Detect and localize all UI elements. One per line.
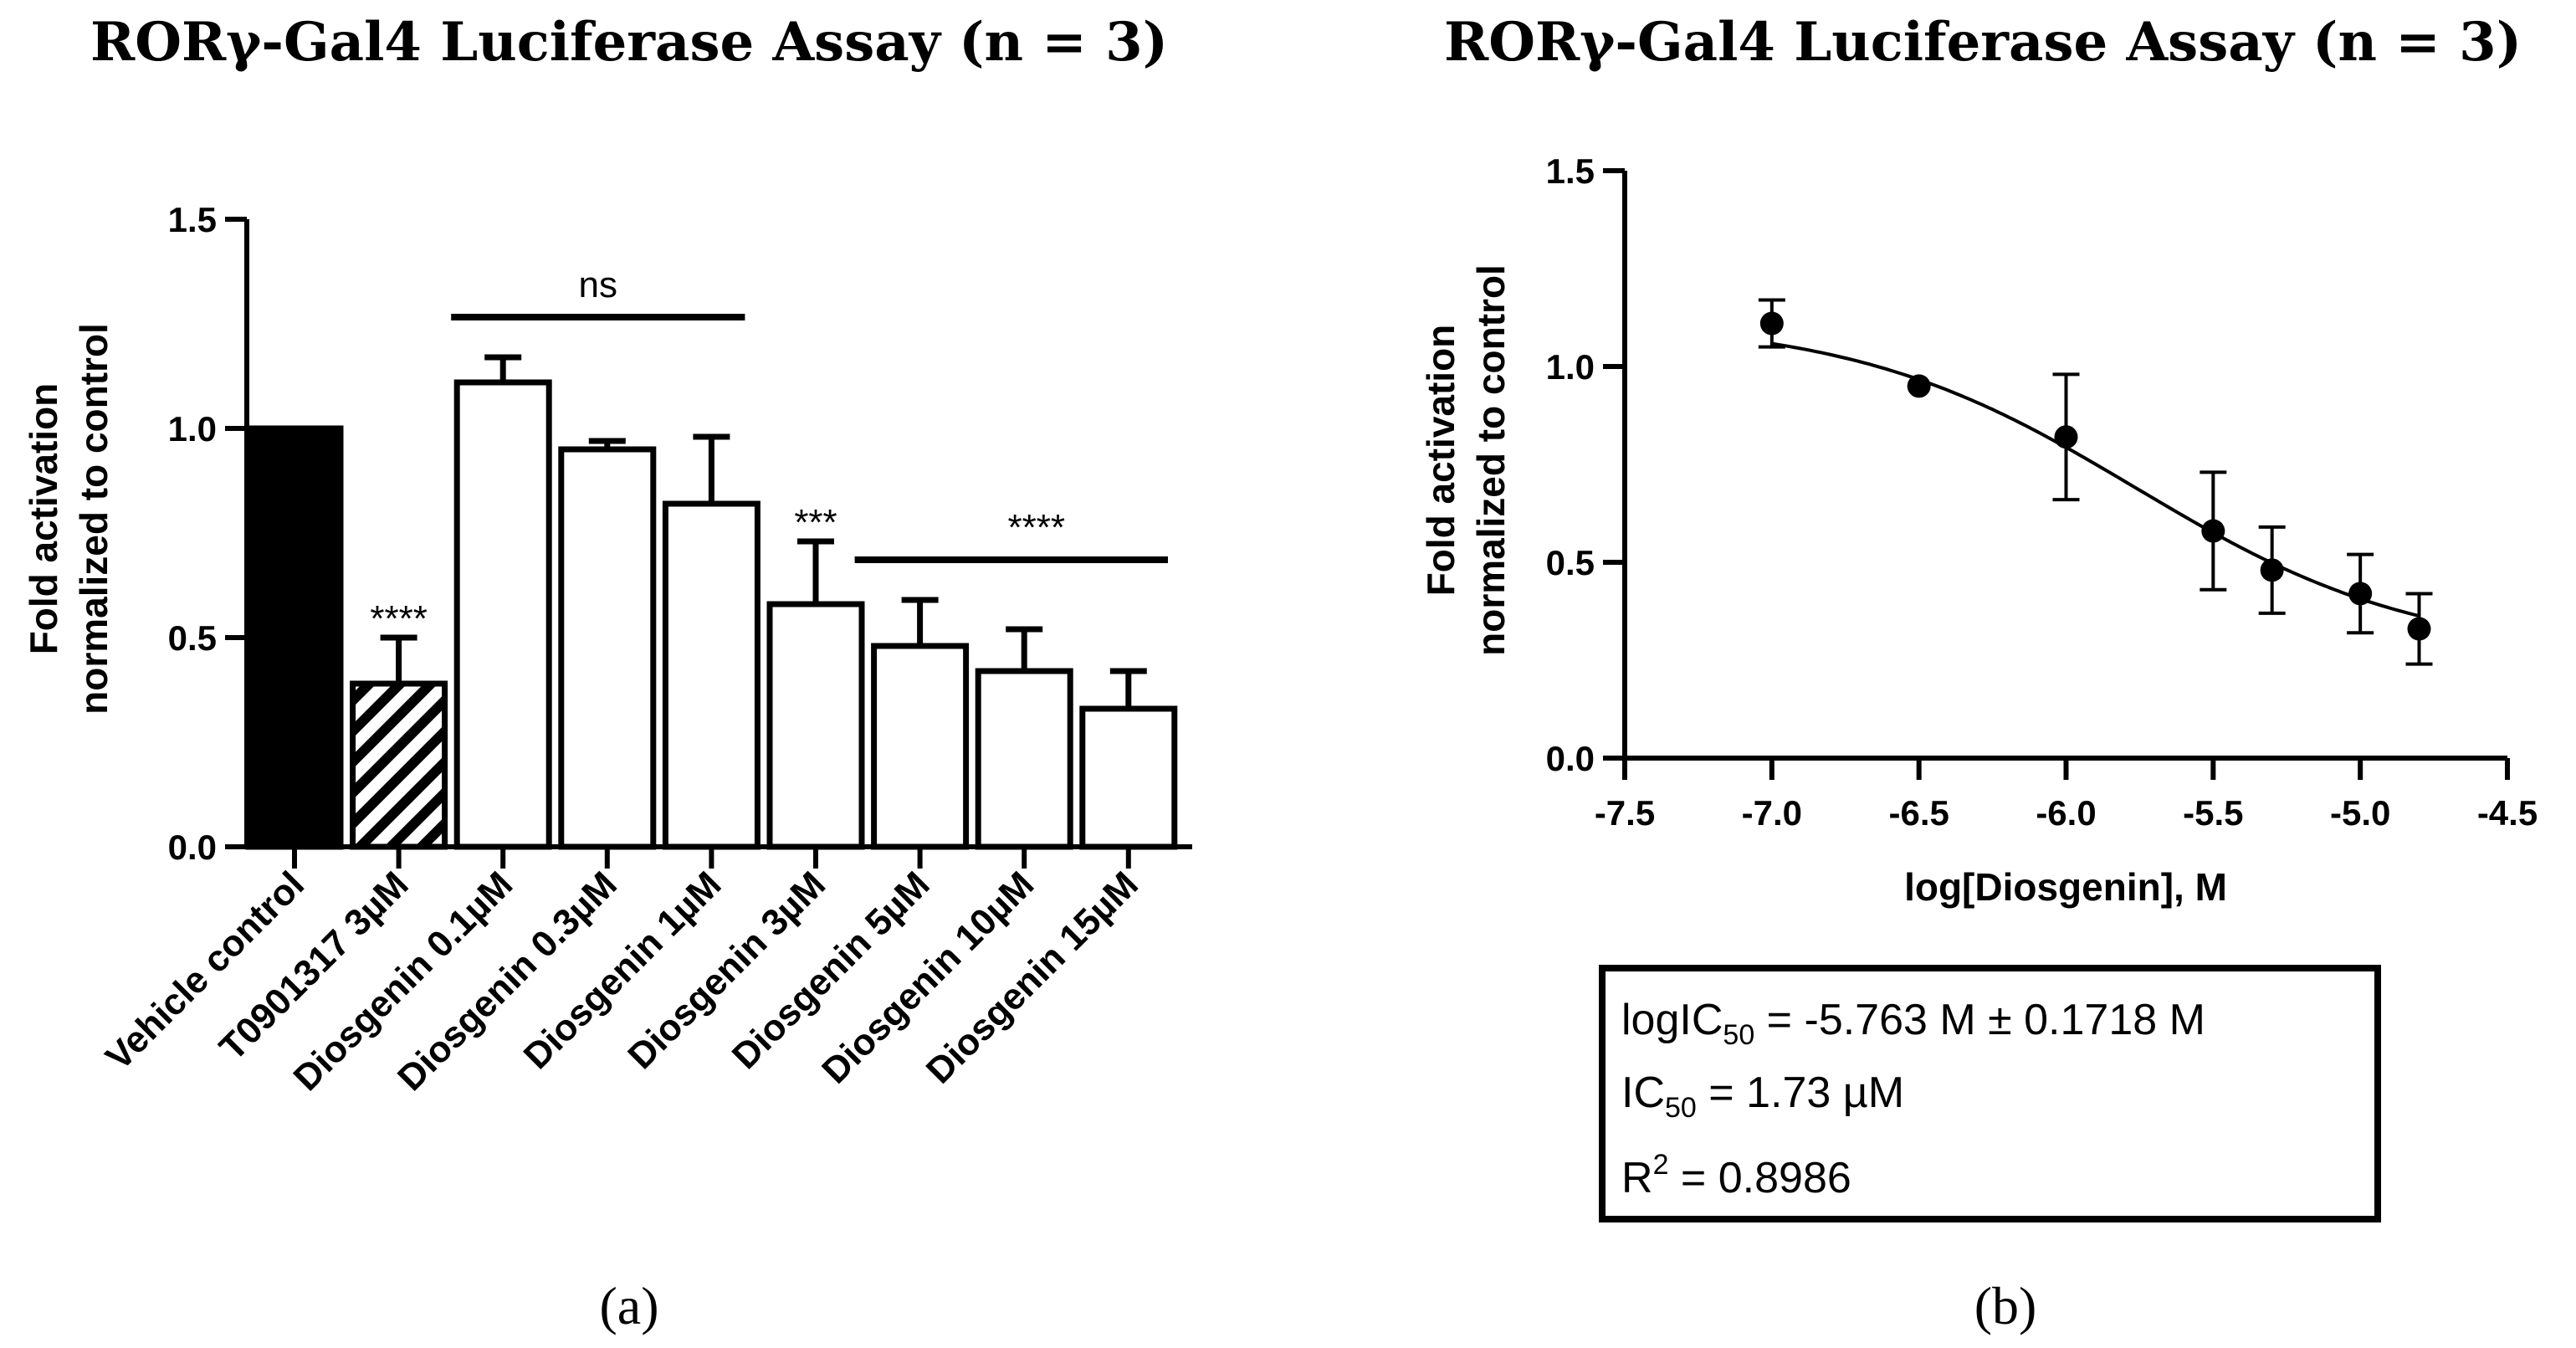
significance-label: **** <box>370 598 428 639</box>
data-point <box>2348 582 2373 606</box>
x-tick-label: -4.5 <box>2477 793 2538 833</box>
panel-b-points <box>1758 298 2433 666</box>
x-tick-label: -7.0 <box>1742 793 1802 833</box>
significance-label: ns <box>579 264 617 305</box>
significance-label: **** <box>1008 507 1066 548</box>
panel-a: RORγ-Gal4 Luciferase Assay (n = 3) Fold … <box>22 11 1192 1335</box>
data-point <box>1907 374 1931 398</box>
panel-b-label: (b) <box>1974 1276 2037 1335</box>
bar <box>871 643 970 850</box>
y-tick-label: 1.5 <box>1546 151 1595 191</box>
significance-label: *** <box>794 502 837 543</box>
panel-b: RORγ-Gal4 Luciferase Assay (n = 3) Fold … <box>1419 11 2538 1335</box>
x-tick-label: -7.5 <box>1595 793 1655 833</box>
y-tick-label: 1.0 <box>168 409 217 448</box>
x-tick-label: -5.0 <box>2330 793 2390 833</box>
bar <box>1079 705 1178 850</box>
bar <box>662 500 761 850</box>
stats-r2: R2 = 0.8986 <box>1621 1149 1851 1202</box>
y-tick-label: 0.0 <box>168 828 217 867</box>
y-tick-label: 0.5 <box>168 618 217 658</box>
data-point <box>2260 558 2284 582</box>
bar <box>453 379 552 850</box>
x-tick-label: -6.5 <box>1888 793 1949 833</box>
category-label: T0901317 3µM <box>212 864 417 1069</box>
bar <box>245 425 344 850</box>
panel-a-label: (a) <box>599 1276 658 1335</box>
data-point <box>2054 425 2078 449</box>
y-tick-label: 0.5 <box>1546 543 1595 582</box>
stats-logic50: logIC50 = -5.763 M ± 0.1718 M <box>1621 996 2205 1051</box>
data-point <box>2201 519 2225 543</box>
bar <box>975 668 1073 850</box>
stats-box <box>1599 965 2381 1222</box>
panel-a-bars <box>245 354 1178 850</box>
panel-b-ylabel-line2: normalized to control <box>1469 264 1513 656</box>
panel-a-ylabel-line1: Fold activation <box>22 383 65 655</box>
y-tick-label: 0.0 <box>1546 739 1595 778</box>
bar <box>558 446 657 850</box>
panel-b-xlabel: log[Diosgenin], M <box>1904 865 2227 909</box>
y-tick-label: 1.0 <box>1546 347 1595 387</box>
y-tick-label: 1.5 <box>168 200 217 239</box>
data-point <box>2407 617 2431 641</box>
panel-b-ylabel-line1: Fold activation <box>1419 325 1462 597</box>
data-point <box>1759 311 1784 336</box>
bar <box>766 601 865 850</box>
panel-b-axes: 0.0 0.5 1.0 1.5 -7.5 -7.0 -6.5 -6.0 -5.5 -5.0 -4.5 <box>1546 151 2538 833</box>
fit-curve <box>1771 341 2420 618</box>
panel-a-title: RORγ-Gal4 Luciferase Assay (n = 3) <box>90 11 1168 74</box>
panel-b-title: RORγ-Gal4 Luciferase Assay (n = 3) <box>1444 11 2522 74</box>
x-tick-label: -6.0 <box>2036 793 2096 833</box>
x-tick-label: -5.5 <box>2183 793 2243 833</box>
panel-a-ylabel-line2: normalized to control <box>72 323 115 715</box>
panel-a-significance: ****ns*** **** <box>370 264 1168 639</box>
bar <box>350 680 448 850</box>
stats-ic50: IC50 = 1.73 µM <box>1621 1069 1904 1124</box>
